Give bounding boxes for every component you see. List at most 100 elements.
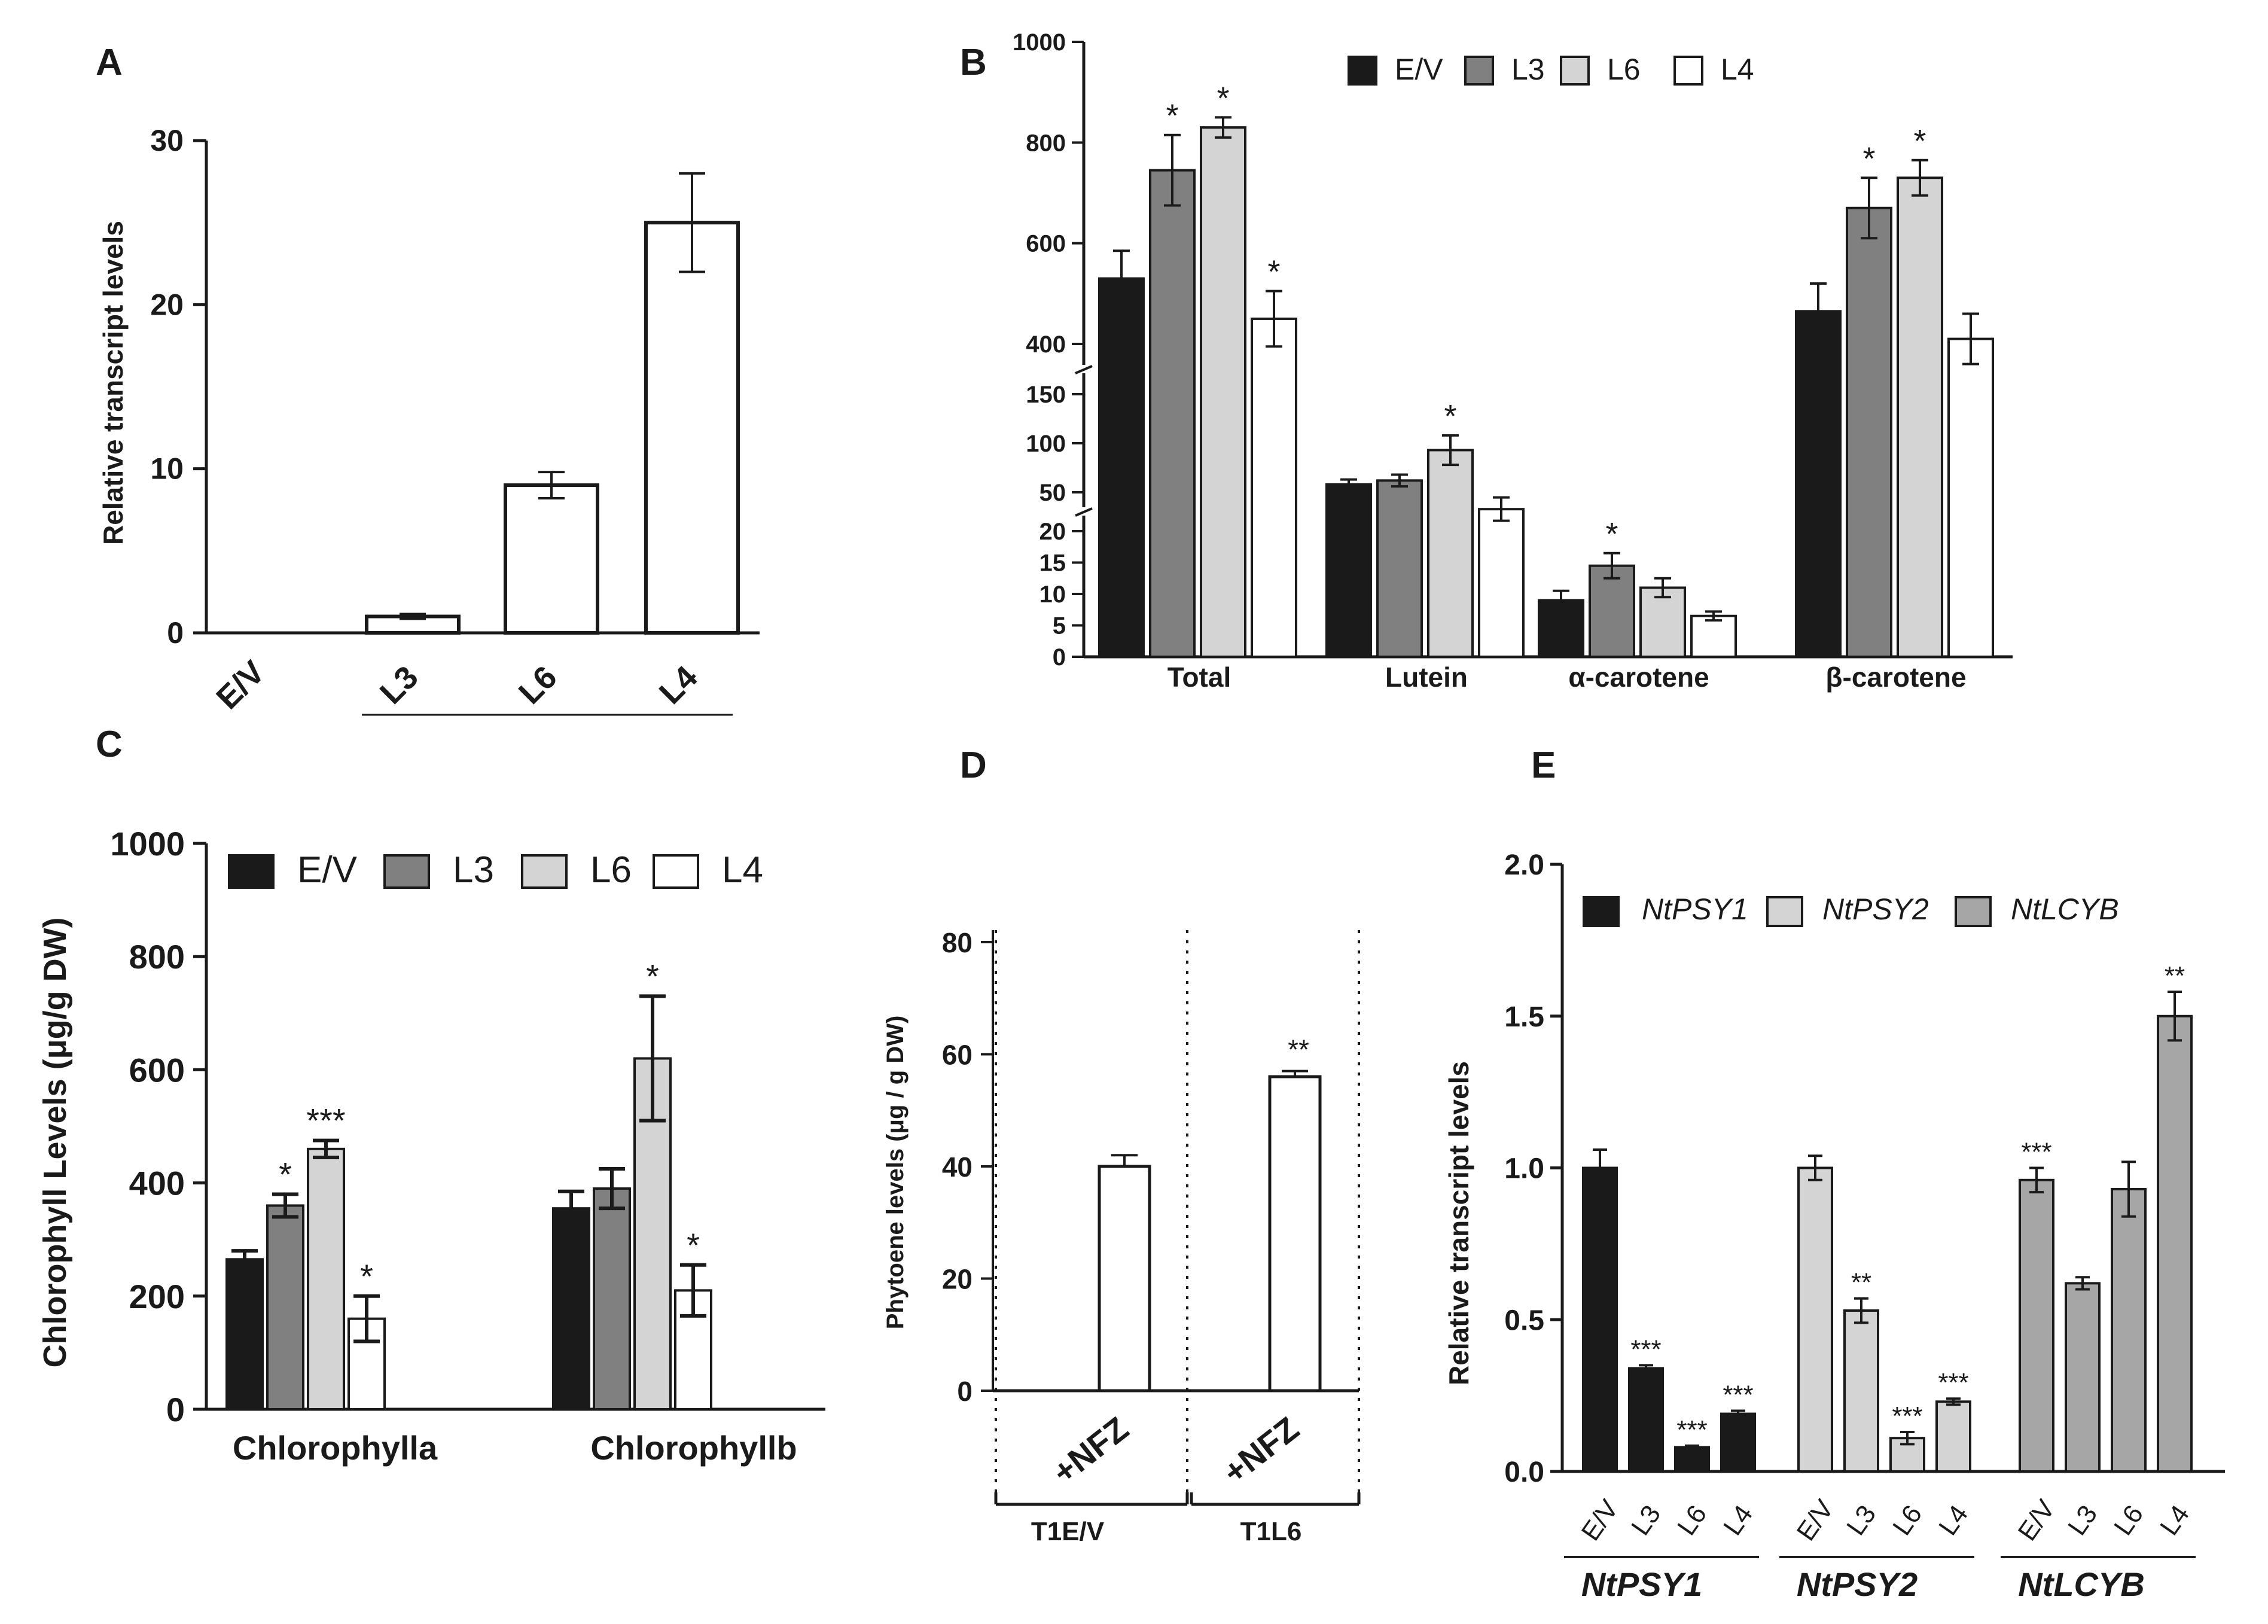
panel-c-significance: * [279, 1156, 292, 1193]
panel-b-category-label: β-carotene [1825, 662, 1966, 693]
panel-e-significance: *** [1892, 1401, 1922, 1431]
panel-e-x-tick-label: E/V [1576, 1494, 1624, 1546]
panel-e-legend-label: NtPSY2 [1822, 892, 1929, 926]
panel-d-y-tick-label: 20 [942, 1264, 973, 1295]
panel-c-y-tick-label: 800 [129, 938, 185, 976]
panel-b-significance: * [1166, 98, 1178, 134]
panel-b-y-tick-label: 20 [1040, 519, 1066, 545]
panel-d-y-tick-label: 40 [942, 1151, 973, 1183]
panel-e-x-tick-label: E/V [1791, 1494, 1840, 1546]
panel-b-y-tick-label: 100 [1026, 431, 1066, 457]
panel-c-category-label: Chlorophyllb [590, 1429, 797, 1467]
panel-e-x-tick-label: L6 [2108, 1500, 2149, 1541]
panel-b-y-tick-label: 5 [1053, 613, 1066, 639]
panel-b-axis-break [1075, 365, 1093, 374]
panel-c-category-label: Chlorophylla [233, 1429, 438, 1467]
panel-b-y-tick-label: 400 [1026, 331, 1066, 358]
panel-e-bar [1628, 1367, 1664, 1473]
panel-b-legend-label: L4 [1721, 53, 1754, 86]
panel-e-bar [1674, 1446, 1710, 1473]
panel-e-group-label: NtPSY2 [1797, 1565, 1918, 1603]
panel-e-bar [1582, 1166, 1618, 1473]
panel-d-bar [1098, 1165, 1151, 1393]
panel-e-x-tick-label: L3 [1841, 1500, 1882, 1541]
panel-b-legend-swatch [1560, 56, 1590, 86]
panel-d-y-tick-label: 60 [942, 1040, 973, 1071]
panel-b-y-tick-label: 150 [1026, 382, 1066, 408]
panel-b-bar [1200, 126, 1246, 659]
panel-b-bar [1376, 479, 1423, 658]
panel-c-legend-label: L4 [722, 849, 763, 891]
panel-d-group-label: T1E/V [1031, 1517, 1105, 1546]
panel-b-category-label: Total [1167, 662, 1231, 693]
panel-e-legend-swatch [1583, 896, 1620, 927]
panel-d-ylabel: Phytoene levels (μg / g DW) [882, 1016, 909, 1330]
panel-e-x-tick-label: L4 [1933, 1500, 1974, 1541]
panel-c-significance: * [646, 957, 659, 995]
panel-a-bar [644, 221, 740, 635]
panel-e-bar [1843, 1309, 1879, 1473]
panel-b-legend-swatch [1464, 56, 1494, 86]
panel-c-y-tick-label: 400 [129, 1165, 185, 1202]
panel-b-bar [1690, 614, 1737, 658]
panel-c-y-tick-label: 600 [129, 1051, 185, 1089]
panel-label-d: D [960, 745, 987, 786]
panel-e-y-tick-label: 0.5 [1504, 1305, 1544, 1336]
panel-d-x-tick-label: +NFZ [1216, 1409, 1306, 1491]
panel-c-significance: * [360, 1257, 373, 1295]
panel-d-y-tick-label: 0 [957, 1376, 973, 1407]
panel-label-e: E [1531, 745, 1556, 786]
panel-label-a: A [96, 42, 123, 83]
panel-c-bar [266, 1204, 304, 1410]
panel-b-bar [1098, 277, 1145, 659]
panel-d-bar [1268, 1075, 1322, 1393]
panel-e-significance: *** [1630, 1334, 1661, 1364]
panel-e-x-tick-label: L3 [2062, 1500, 2103, 1541]
panel-c-y-tick-label: 200 [129, 1278, 185, 1315]
panel-e-group-label: NtPSY1 [1581, 1565, 1702, 1603]
panel-d-y-tick-label: 80 [942, 927, 973, 958]
panel-e-y-tick-label: 1.0 [1504, 1153, 1544, 1185]
panel-b-category-label: α-carotene [1568, 662, 1709, 693]
panel-b-bar [1947, 337, 1994, 658]
panel-c-bar [593, 1187, 631, 1411]
panel-b-significance: * [1862, 141, 1875, 176]
panel-b-significance: * [1444, 398, 1456, 434]
panel-c-significance: *** [306, 1102, 345, 1139]
panel-b-y-tick-label: 800 [1026, 130, 1066, 156]
panel-label-b: B [960, 42, 987, 83]
panel-c-y-tick-label: 1000 [110, 825, 185, 863]
panel-a-y-tick-label: 30 [150, 124, 184, 157]
panel-e-significance: ** [2165, 961, 2185, 991]
panel-b-bar [1149, 169, 1196, 658]
panel-b-legend-label: L3 [1511, 53, 1545, 86]
panel-a-x-tick-label: L6 [512, 659, 564, 711]
panel-c-legend-label: L6 [590, 849, 632, 891]
panel-b-y-tick-label: 0 [1053, 644, 1066, 671]
panel-e-bar [1720, 1412, 1756, 1473]
panel-b-legend-swatch [1348, 56, 1377, 86]
panel-e-x-tick-label: L6 [1672, 1500, 1712, 1541]
panel-e-bar [2065, 1282, 2101, 1473]
panel-e-significance: *** [1676, 1415, 1707, 1445]
panel-e-x-tick-label: E/V [2013, 1494, 2061, 1546]
panel-d-group-label: T1L6 [1240, 1517, 1302, 1546]
panel-b-legend-swatch [1673, 56, 1703, 86]
panel-a-x-tick-label: L3 [373, 659, 425, 711]
panel-e-legend-label: NtLCYB [2011, 892, 2119, 926]
panel-e-x-tick-label: L4 [1718, 1500, 1758, 1541]
panel-c-bar [225, 1258, 264, 1411]
panel-a-y-tick-label: 0 [167, 616, 184, 650]
panel-e-group-label: NtLCYB [2018, 1565, 2145, 1603]
panel-a-y-tick-label: 20 [150, 288, 184, 321]
panel-b-y-tick-label: 10 [1040, 581, 1066, 608]
panel-e-significance: ** [1851, 1268, 1871, 1297]
panel-e-legend-swatch [1955, 896, 1992, 927]
panel-b-y-tick-label: 1000 [1013, 29, 1066, 56]
panel-c-bar [552, 1207, 590, 1411]
panel-b-axis-break [1075, 507, 1093, 517]
panel-b-significance: * [1217, 80, 1229, 116]
panel-a-bar [504, 483, 599, 635]
panel-b-bar [1639, 586, 1686, 658]
